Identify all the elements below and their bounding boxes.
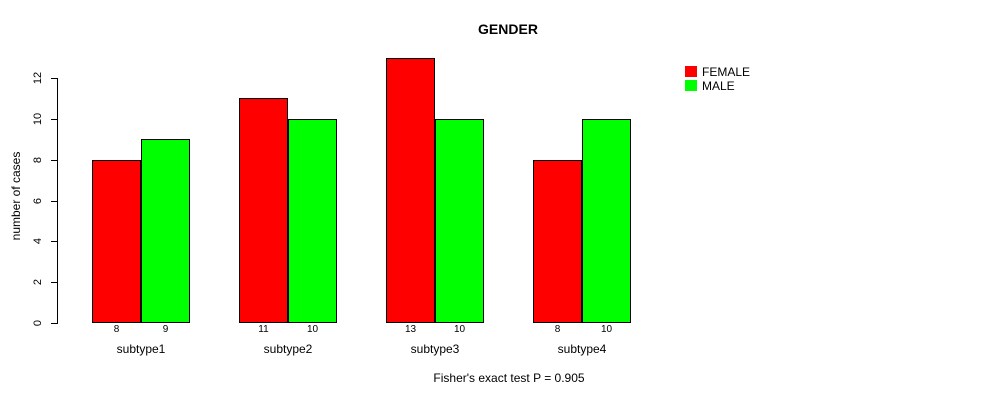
y-tick-label: 8: [32, 156, 44, 163]
bar-value-label: 9: [162, 324, 169, 335]
y-tick-label: 4: [32, 238, 44, 245]
y-axis-line: [57, 78, 58, 324]
category-label: subtype2: [263, 342, 313, 356]
bar-value-label: 10: [600, 324, 613, 335]
category-label: subtype4: [557, 342, 607, 356]
legend-swatch-male: [685, 80, 697, 91]
legend-label: FEMALE: [702, 64, 751, 79]
legend: FEMALE MALE: [685, 65, 750, 93]
y-axis-tick: [51, 241, 57, 243]
bar-female-subtype2: [239, 98, 288, 323]
y-axis-tick: [51, 323, 57, 324]
legend-swatch-female: [685, 66, 697, 77]
bar-value-label: 10: [306, 324, 319, 335]
y-axis-tick: [51, 118, 57, 120]
bar-male-subtype4: [582, 118, 631, 323]
legend-item-male: MALE: [685, 79, 750, 92]
category-label: subtype3: [410, 342, 460, 356]
y-axis-label: number of cases: [9, 151, 23, 241]
bar-female-subtype1: [92, 159, 141, 323]
y-axis-tick: [51, 78, 57, 79]
bar-value-label: 8: [113, 324, 120, 335]
bar-value-label: 8: [554, 324, 561, 335]
y-tick-label: 12: [32, 71, 44, 85]
y-tick-label: 0: [32, 319, 44, 327]
y-axis-tick: [51, 200, 57, 202]
bar-value-label: 10: [453, 324, 466, 335]
bar-female-subtype4: [533, 159, 582, 323]
y-axis-tick: [51, 159, 57, 161]
bar-male-subtype1: [141, 139, 190, 323]
bar-male-subtype2: [288, 118, 337, 323]
bar-value-label: 11: [258, 324, 269, 335]
bar-male-subtype3: [435, 118, 484, 323]
annotation-caption: Fisher's exact test P = 0.905: [433, 371, 585, 385]
y-tick-label: 6: [32, 197, 44, 204]
bar-female-subtype3: [386, 57, 435, 323]
bar-value-label: 13: [404, 324, 417, 335]
y-tick-label: 10: [32, 112, 44, 125]
category-label: subtype1: [116, 342, 166, 356]
legend-item-female: FEMALE: [685, 65, 750, 78]
chart-title: GENDER: [478, 21, 538, 37]
legend-label: MALE: [702, 78, 735, 93]
y-axis-tick: [51, 282, 57, 284]
y-tick-label: 2: [32, 279, 44, 286]
